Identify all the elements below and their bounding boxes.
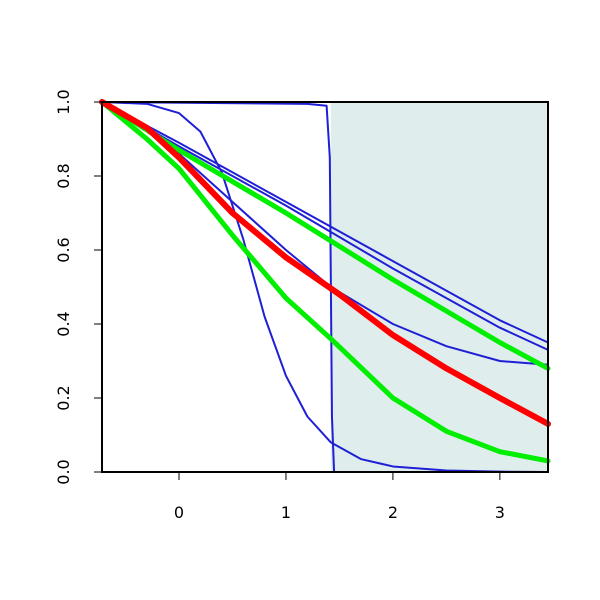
x-tick-label: 1 bbox=[281, 503, 291, 522]
y-tick-label: 0.2 bbox=[54, 385, 73, 410]
series-line-4 bbox=[101, 101, 549, 473]
series-line-8 bbox=[99, 99, 551, 427]
series-line-7 bbox=[99, 99, 551, 464]
x-tick-label: 2 bbox=[388, 503, 398, 522]
series-layer bbox=[99, 99, 551, 473]
series-line-2 bbox=[101, 101, 549, 351]
y-tick-label: 0.0 bbox=[54, 459, 73, 484]
y-tick-label: 0.6 bbox=[54, 237, 73, 262]
x-tick-label: 0 bbox=[174, 503, 184, 522]
y-tick-label: 0.8 bbox=[54, 163, 73, 188]
y-tick-label: 0.4 bbox=[54, 311, 73, 336]
plot-frame bbox=[101, 101, 549, 473]
y-tick-label: 1.0 bbox=[54, 89, 73, 114]
axes-layer: 0 1 2 3 0.0 0.2 0.4 0.6 0.8 1.0 bbox=[54, 89, 549, 522]
series-line-1 bbox=[101, 101, 549, 344]
x-tick-label: 3 bbox=[495, 503, 505, 522]
